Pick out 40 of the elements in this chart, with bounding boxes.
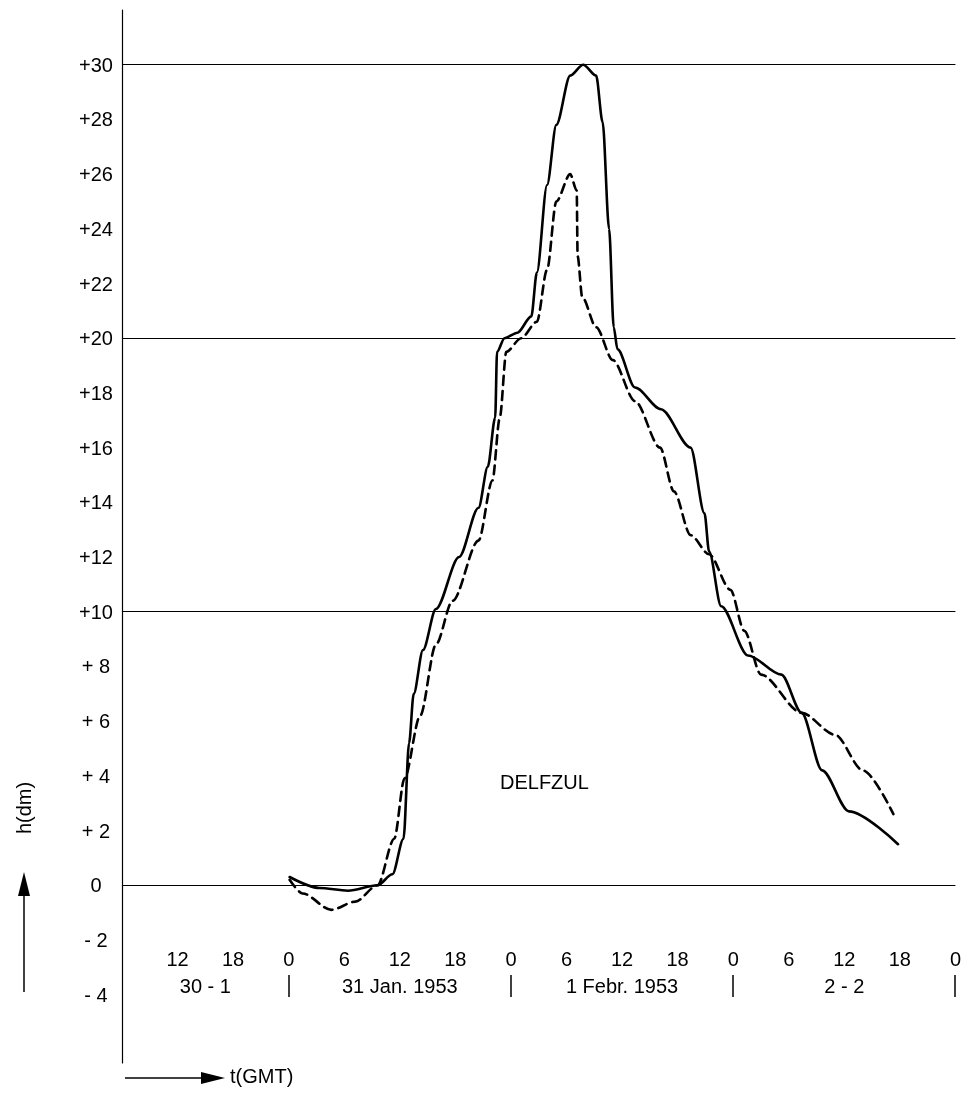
y-tick-label: +14 (79, 491, 113, 514)
y-tick-label: 0 (90, 874, 102, 897)
annotation: 30 - 1 (179, 975, 231, 997)
y-tick-label: + 8 (81, 655, 111, 678)
x-tick-label: 0 (505, 948, 517, 970)
x-axis-title: t(GMT) (230, 1065, 294, 1087)
x-tick-label: 0 (283, 948, 295, 970)
y-tick-label: + 4 (81, 764, 111, 787)
y-tick-label: +22 (79, 272, 113, 295)
x-tick-label: 6 (338, 948, 350, 970)
x-tick-label: 12 (610, 948, 634, 970)
y-tick-label: +24 (79, 217, 113, 240)
y-tick-label: +10 (79, 600, 113, 623)
y-tick-label: +28 (79, 108, 113, 131)
x-tick-label: 18 (222, 948, 245, 970)
x-tick-label: 0 (727, 948, 739, 970)
x-tick-label: 18 (888, 948, 911, 970)
y-tick-label: +16 (79, 436, 113, 459)
y-tick-label: +20 (79, 327, 113, 350)
y-axis-title: h(dm) (13, 781, 35, 835)
y-tick-label: + 2 (81, 819, 111, 842)
y-tick-label: +18 (79, 381, 113, 404)
y-tick-label: +30 (79, 53, 113, 76)
y-tick-label: - 2 (84, 928, 108, 951)
x-tick-label: 12 (833, 948, 856, 970)
x-tick-label: 6 (560, 948, 573, 970)
y-tick-label: +26 (79, 163, 113, 186)
x-tick-label: 18 (444, 948, 467, 970)
y-tick-label: +12 (79, 546, 113, 569)
x-tick-label: 12 (166, 948, 189, 970)
x-tick-label: 12 (388, 948, 411, 970)
annotation: 1 Febr. 1953 (565, 975, 679, 997)
y-tick-label: - 4 (84, 983, 108, 1006)
x-tick-label: 0 (949, 948, 961, 970)
x-tick-label: 18 (666, 948, 689, 970)
annotation: 2 - 2 (824, 975, 865, 997)
y-tick-label: + 6 (81, 710, 111, 733)
annotation: DELFZUL (500, 771, 589, 793)
annotation: 31 Jan. 1953 (341, 975, 458, 997)
x-tick-label: 6 (783, 948, 795, 970)
